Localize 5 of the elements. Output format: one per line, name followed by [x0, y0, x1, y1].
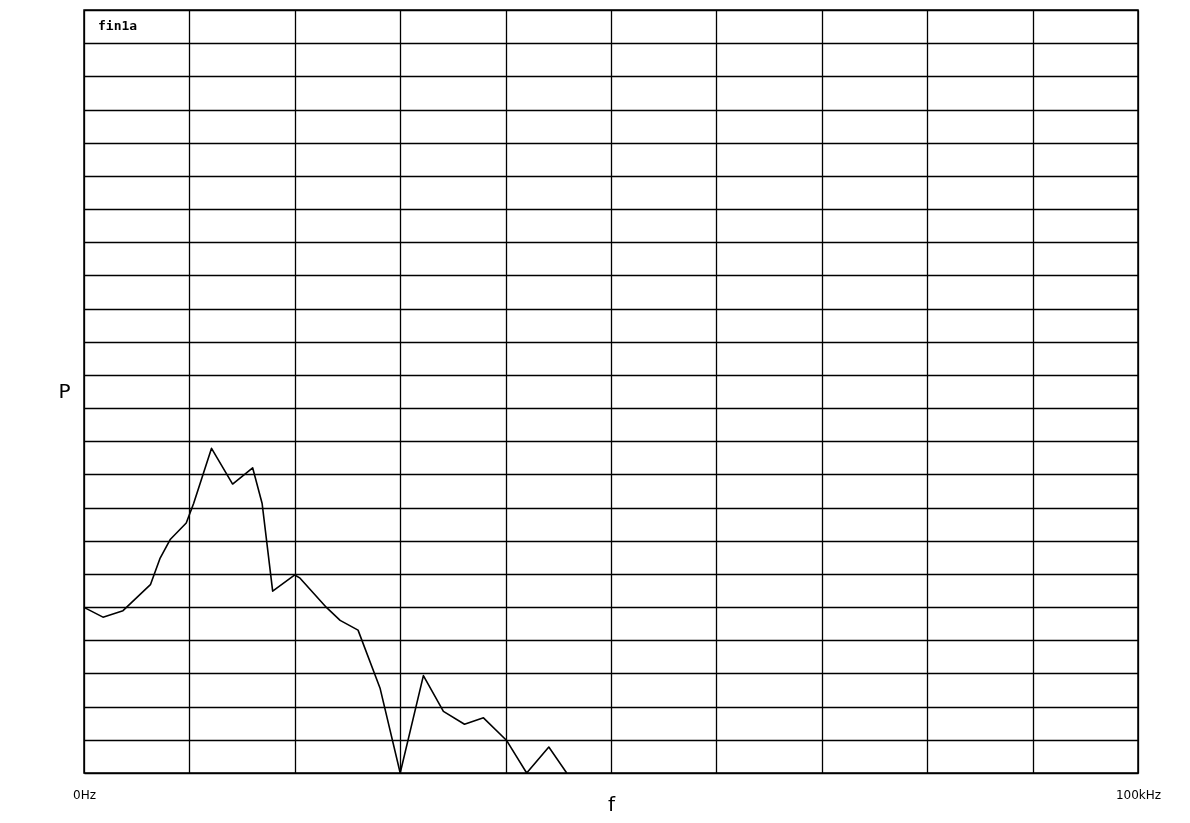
- x-tick-label: 100kHz: [1115, 787, 1162, 802]
- y-axis-title: P: [58, 378, 71, 403]
- x-tick-label: 0Hz: [73, 787, 96, 802]
- x-axis-title: f: [607, 791, 616, 816]
- text: fin1a: [98, 18, 138, 33]
